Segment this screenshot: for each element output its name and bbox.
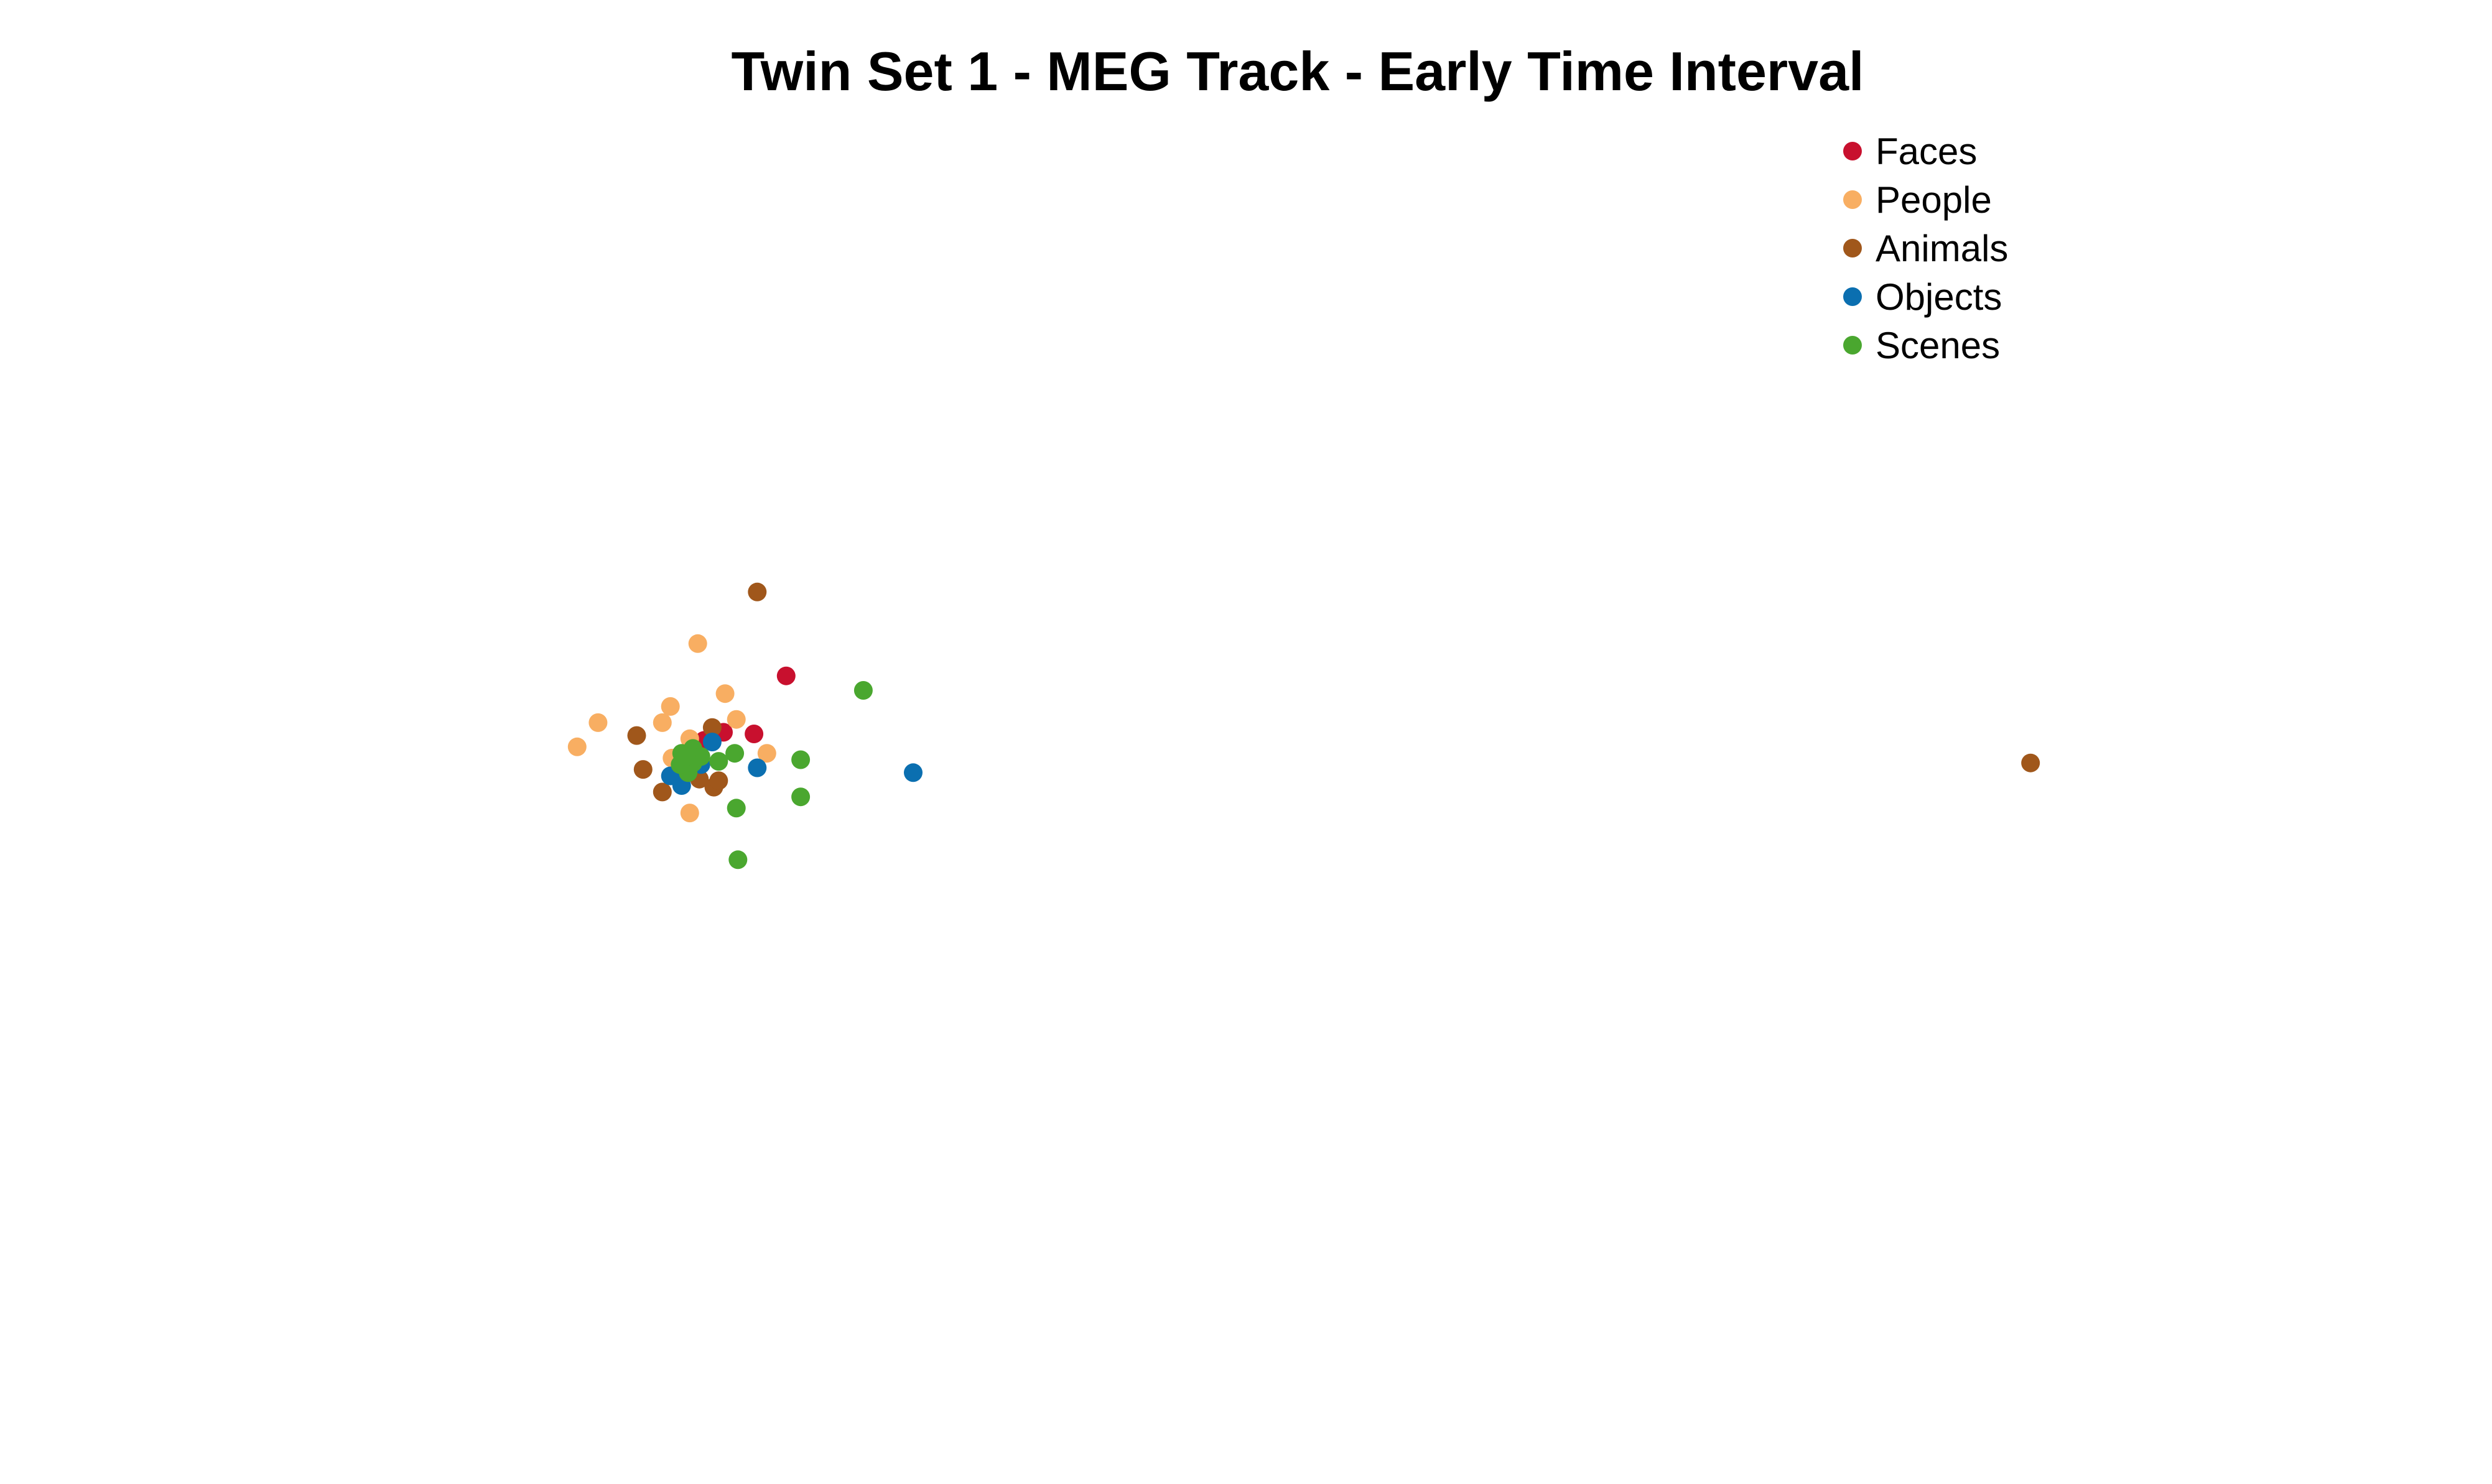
legend-label-faces: Faces <box>1876 131 1977 172</box>
data-points <box>567 582 2040 870</box>
legend-marker-people <box>1843 190 1862 209</box>
point-animals-2 <box>627 726 646 745</box>
legend-label-people: People <box>1876 179 1992 221</box>
point-people-4 <box>588 713 608 732</box>
point-people-2 <box>715 684 735 703</box>
series-scenes <box>671 681 873 870</box>
point-animals-3 <box>702 718 722 737</box>
legend-marker-objects <box>1843 287 1862 306</box>
point-animals-5 <box>653 782 672 802</box>
point-people-1 <box>688 634 707 653</box>
point-scenes-6 <box>725 744 745 763</box>
legend-item-scenes: Scenes <box>1843 325 2000 366</box>
point-people-10 <box>757 744 776 763</box>
legend-marker-animals <box>1843 239 1862 257</box>
series-people <box>567 634 776 823</box>
legend-item-animals: Animals <box>1843 228 2008 269</box>
point-people-11 <box>680 804 699 823</box>
point-scenes-4 <box>727 799 746 818</box>
legend-item-people: People <box>1843 179 1992 221</box>
point-faces-1 <box>776 666 796 685</box>
legend-marker-faces <box>1843 142 1862 160</box>
point-objects-1 <box>904 763 923 782</box>
series-animals <box>627 582 2040 802</box>
point-scenes-14 <box>677 747 696 766</box>
point-animals-9 <box>2021 753 2040 772</box>
legend-label-scenes: Scenes <box>1876 325 2000 366</box>
point-people-6 <box>567 737 587 756</box>
legend-item-faces: Faces <box>1843 131 1977 172</box>
legend-marker-scenes <box>1843 336 1862 355</box>
point-animals-4 <box>633 760 653 779</box>
point-scenes-2 <box>791 750 811 769</box>
legend-label-objects: Objects <box>1876 276 2002 318</box>
point-animals-1 <box>748 582 767 601</box>
point-people-5 <box>653 713 672 732</box>
point-objects-2 <box>748 758 767 777</box>
point-scenes-1 <box>853 681 873 700</box>
point-animals-7 <box>709 771 728 791</box>
point-people-3 <box>661 697 680 716</box>
chart-title: Twin Set 1 - MEG Track - Early Time Inte… <box>732 40 1864 102</box>
point-faces-2 <box>745 725 764 743</box>
point-objects-3 <box>702 733 722 751</box>
point-scenes-3 <box>791 787 811 807</box>
point-scenes-7 <box>709 752 728 771</box>
point-people-7 <box>727 710 746 729</box>
legend-item-objects: Objects <box>1843 276 2002 318</box>
point-scenes-5 <box>728 850 748 870</box>
legend: Faces People Animals Objects Scenes <box>1843 131 2008 366</box>
legend-label-animals: Animals <box>1876 228 2008 269</box>
